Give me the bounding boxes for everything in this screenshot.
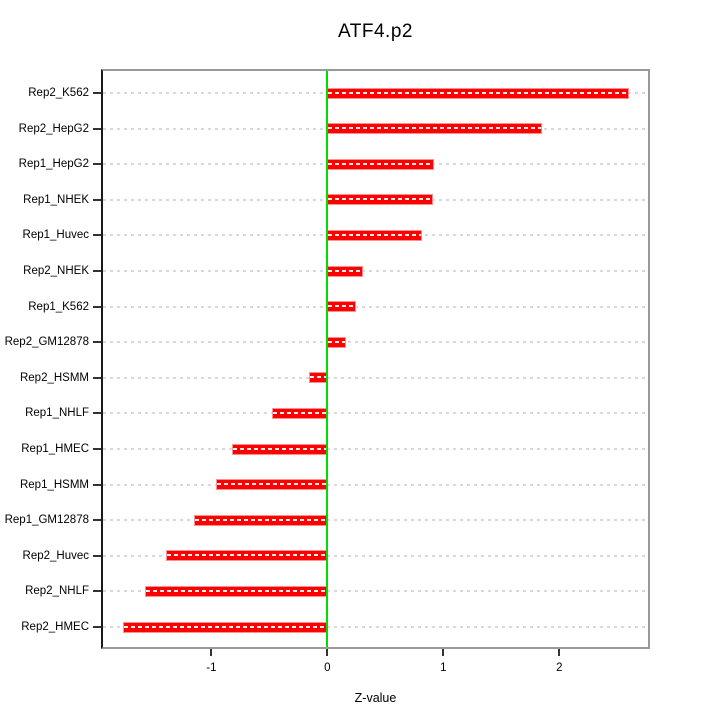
bar-dash-pattern: [328, 198, 432, 201]
x-axis-tick: [326, 649, 329, 656]
category-label: Rep1_NHLF: [25, 407, 89, 420]
gridline: [103, 554, 648, 557]
category-label: Rep2_HSMM: [19, 371, 89, 384]
gridline: [103, 305, 648, 308]
x-axis-tick-label: 2: [556, 662, 563, 674]
gridline: [103, 448, 648, 450]
bar-dash-pattern: [328, 91, 628, 94]
bar: [327, 87, 629, 99]
category-label: Rep1_HSMM: [19, 478, 89, 491]
category-label: Rep1_NHEK: [23, 193, 89, 206]
category-label: Rep2_K562: [28, 87, 89, 99]
y-axis-tick: [93, 305, 101, 308]
x-axis-tick: [558, 649, 561, 656]
category-label: Rep1_HepG2: [18, 158, 89, 171]
bar: [216, 479, 328, 491]
y-axis-tick: [93, 590, 101, 593]
gridline: [103, 626, 648, 628]
bar-dash-pattern: [328, 269, 363, 272]
bar: [232, 443, 328, 455]
x-axis-tick: [210, 649, 213, 656]
category-label: Rep1_HMEC: [21, 443, 89, 455]
bar-dash-pattern: [328, 233, 422, 236]
y-axis-tick: [93, 163, 101, 166]
y-axis-tick: [93, 376, 101, 379]
x-axis-tick-label: -1: [206, 662, 217, 674]
bar: [327, 229, 423, 241]
bar-dash-pattern: [146, 589, 327, 592]
zero-reference-line: [326, 71, 329, 647]
category-label: Rep2_GM12878: [4, 336, 89, 349]
bar: [271, 407, 328, 419]
bar-dash-pattern: [328, 340, 345, 343]
gridline: [103, 341, 648, 344]
x-axis-tick-label: 1: [440, 662, 447, 674]
category-label: Rep2_HMEC: [21, 621, 89, 633]
y-axis-tick: [93, 198, 101, 201]
gridline: [103, 483, 648, 486]
x-axis-tick: [442, 649, 445, 656]
bar-dash-pattern: [309, 376, 327, 379]
y-axis-tick: [93, 234, 101, 237]
y-axis-tick: [93, 519, 101, 522]
x-axis-title: Z-value: [354, 691, 397, 705]
y-axis-tick: [93, 270, 101, 272]
category-label: Rep1_Huvec: [22, 229, 89, 242]
y-axis-tick: [93, 626, 101, 628]
bar-dash-pattern: [233, 447, 327, 450]
bar: [194, 514, 328, 526]
gridline: [103, 270, 648, 272]
bar-dash-pattern: [328, 305, 356, 308]
plot-area: [101, 69, 650, 649]
bar-dash-pattern: [124, 625, 327, 628]
bar-dash-pattern: [328, 162, 434, 165]
bar: [327, 336, 346, 348]
bar-dash-pattern: [272, 411, 327, 414]
bar: [327, 301, 357, 313]
bar-dash-pattern: [195, 518, 327, 521]
category-label: Rep1_GM12878: [4, 514, 89, 527]
bar-dash-pattern: [328, 127, 541, 130]
bar: [327, 158, 435, 170]
y-axis-tick: [93, 92, 101, 94]
bar: [166, 550, 328, 562]
y-axis-tick: [93, 483, 101, 486]
y-axis-tick: [93, 341, 101, 344]
gridline: [103, 519, 648, 522]
x-axis-tick-label: 0: [324, 662, 331, 674]
bar-dash-pattern: [217, 483, 327, 486]
bar: [145, 585, 328, 597]
chart-title: ATF4.p2: [338, 21, 413, 42]
category-label: Rep2_Huvec: [22, 549, 89, 562]
y-axis-tick: [93, 127, 101, 130]
bar-dash-pattern: [167, 554, 327, 557]
gridline: [103, 376, 648, 379]
y-axis-tick: [93, 448, 101, 450]
y-axis-tick: [93, 412, 101, 415]
bar: [327, 123, 542, 135]
y-axis-tick: [93, 554, 101, 557]
bar: [327, 194, 433, 206]
category-label: Rep2_NHEK: [23, 265, 89, 277]
gridline: [103, 412, 648, 415]
category-label: Rep2_NHLF: [25, 585, 89, 598]
category-label: Rep1_K562: [28, 300, 89, 313]
bar: [308, 372, 328, 384]
gridline: [103, 590, 648, 593]
category-label: Rep2_HepG2: [18, 122, 89, 135]
bar: [327, 265, 364, 277]
bar: [123, 621, 328, 633]
